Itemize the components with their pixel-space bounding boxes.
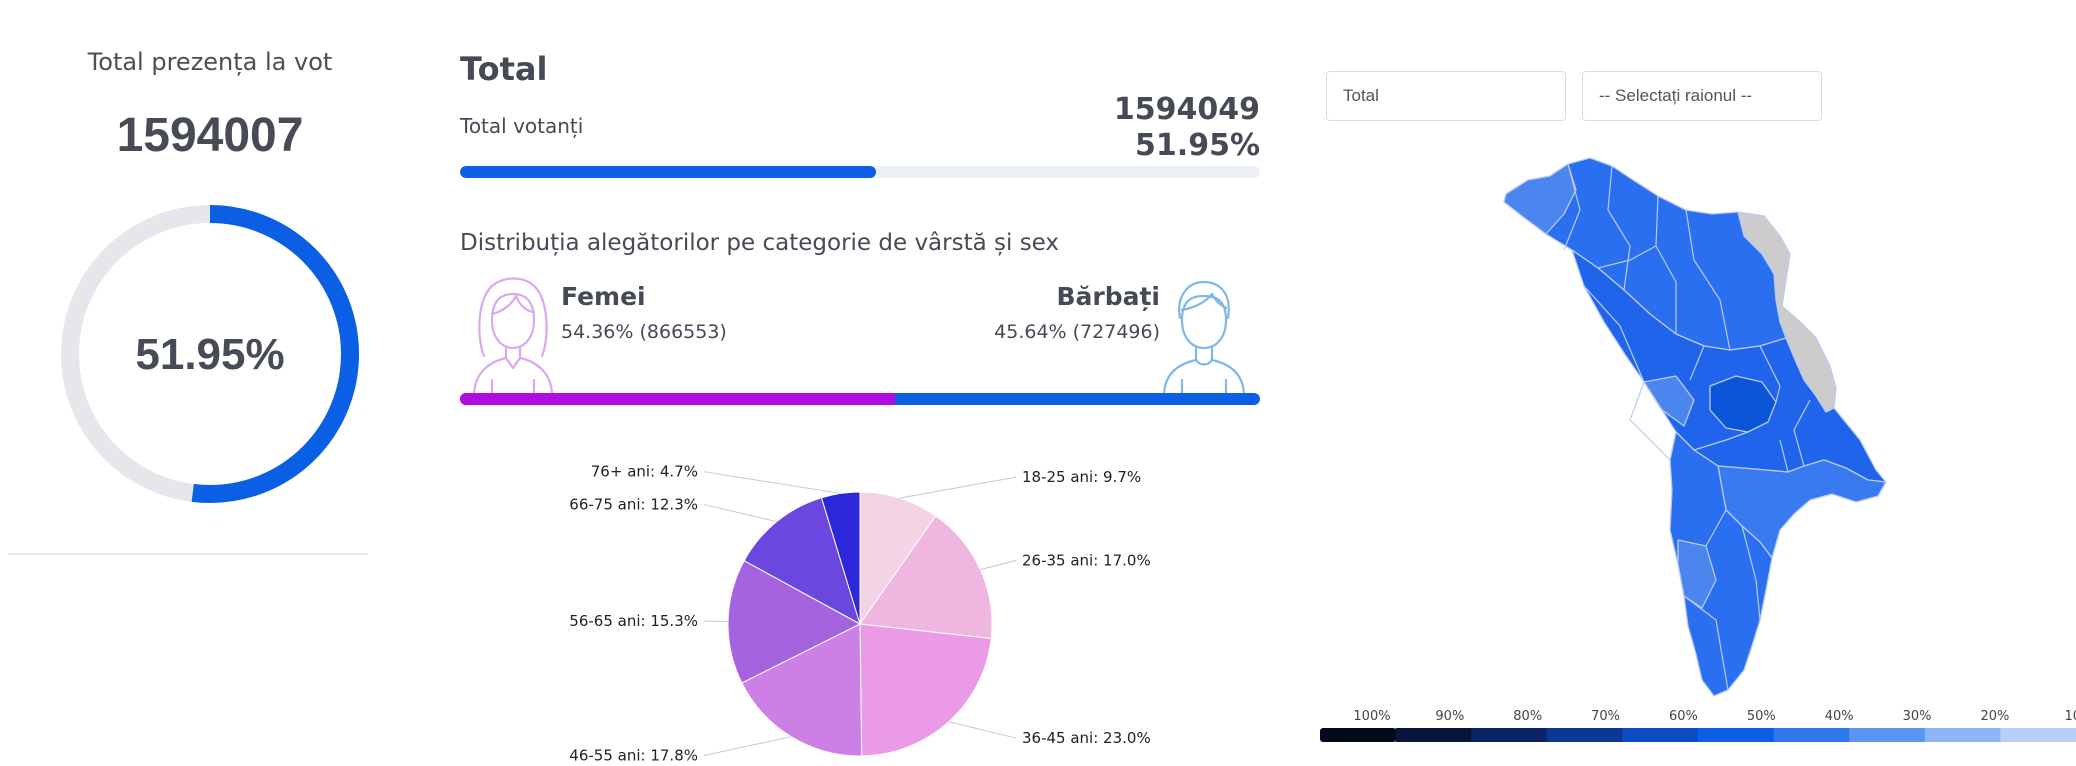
legend-tick-label: 20%	[1980, 709, 2009, 724]
female-value: 54.36% (866553)	[561, 321, 727, 343]
sex-ratio-female-fill	[460, 393, 895, 405]
female-label: Femei	[561, 282, 646, 311]
pie-slice[interactable]	[859, 515, 993, 640]
donut-arc	[61, 205, 359, 503]
age-pie-chart: 18-25 ani: 9.7% 26-35 ani: 17.0% 36-45 ani…	[570, 463, 1150, 765]
pie-slice-label: 46-55 ani: 17.8%	[570, 746, 698, 764]
moldova-map[interactable]	[1480, 150, 1960, 706]
voters-percent: 51.95%	[1135, 128, 1260, 163]
voters-count: 1594049	[1113, 92, 1260, 127]
voters-progress-bar	[460, 166, 1260, 178]
legend-swatch	[1924, 728, 2001, 742]
pie-label-connector	[899, 476, 1017, 499]
map-region-chisinau[interactable]	[1709, 375, 1777, 433]
legend-tick-label: 30%	[1903, 709, 1932, 724]
legend-tick-label: 90%	[1435, 709, 1464, 724]
woman-icon	[472, 277, 554, 396]
legend-swatch	[1320, 728, 1397, 742]
left-divider	[8, 553, 368, 555]
legend-swatch	[1622, 728, 1699, 742]
pie-slice[interactable]	[859, 491, 937, 626]
legend-tick-label: 50%	[1747, 709, 1776, 724]
period-select[interactable]: Total	[1326, 71, 1566, 121]
legend-swatch	[1546, 728, 1623, 742]
sex-ratio-bar	[460, 393, 1260, 405]
legend-tick-label: 100%	[1353, 709, 1390, 724]
pie-slice-label: 56-65 ani: 15.3%	[570, 612, 698, 630]
turnout-title: Total prezența la vot	[87, 48, 333, 76]
turnout-count: 1594007	[116, 109, 304, 162]
pie-slice[interactable]	[820, 491, 861, 625]
legend-tick-label: 70%	[1591, 709, 1620, 724]
male-value: 45.64% (727496)	[994, 321, 1160, 343]
map-region-north-west[interactable]	[1503, 163, 1577, 235]
pie-slice-label: 76+ ani: 4.7%	[591, 463, 698, 481]
map-region-center-west[interactable]	[1643, 375, 1695, 427]
legend-tick-label: 80%	[1513, 709, 1542, 724]
pie-label-connector	[703, 736, 792, 756]
pie-slice-label: 66-75 ani: 12.3%	[570, 496, 698, 514]
map-color-legend: 100% 90% 80% 70% 60% 50% 40% 30% 20% 10	[1320, 709, 2076, 742]
legend-tick-label: 60%	[1669, 709, 1698, 724]
legend-swatch	[1773, 728, 1850, 742]
pie-label-connector	[948, 721, 1017, 739]
pie-label-connector	[703, 504, 777, 523]
turnout-donut: 51.95%	[61, 205, 359, 503]
voters-label: Total votanți	[460, 114, 584, 138]
legend-swatch	[2000, 728, 2076, 742]
legend-swatch	[1698, 728, 1775, 742]
voters-progress-fill	[460, 166, 876, 178]
pie-slice-label: 26-35 ani: 17.0%	[1022, 552, 1150, 570]
pie-slice-label: 36-45 ani: 23.0%	[1022, 729, 1150, 747]
pie-slice[interactable]	[859, 623, 992, 757]
district-select[interactable]: -- Selectați raionul --	[1582, 71, 1822, 121]
pie-label-connector	[703, 471, 841, 494]
legend-tick-label: 40%	[1825, 709, 1854, 724]
district-select-value: -- Selectați raionul --	[1599, 86, 1753, 105]
map-district-borders	[1563, 163, 1811, 691]
pie-slice[interactable]	[727, 559, 862, 684]
pie-label-connector	[980, 560, 1017, 571]
summary-heading: Total	[460, 50, 548, 88]
pie-slice-label: 18-25 ani: 9.7%	[1022, 468, 1141, 486]
distribution-title: Distribuția alegătorilor pe categorie de…	[460, 230, 1060, 256]
male-label: Bărbați	[1056, 282, 1160, 311]
map-region-south[interactable]	[1669, 431, 1773, 697]
legend-swatch	[1471, 728, 1548, 742]
man-icon	[1162, 280, 1246, 396]
period-select-value: Total	[1343, 86, 1379, 105]
legend-tick-label: 10	[2065, 709, 2076, 724]
legend-swatch	[1395, 728, 1472, 742]
legend-swatch	[1849, 728, 1926, 742]
donut-percent-label: 51.95%	[135, 330, 284, 379]
